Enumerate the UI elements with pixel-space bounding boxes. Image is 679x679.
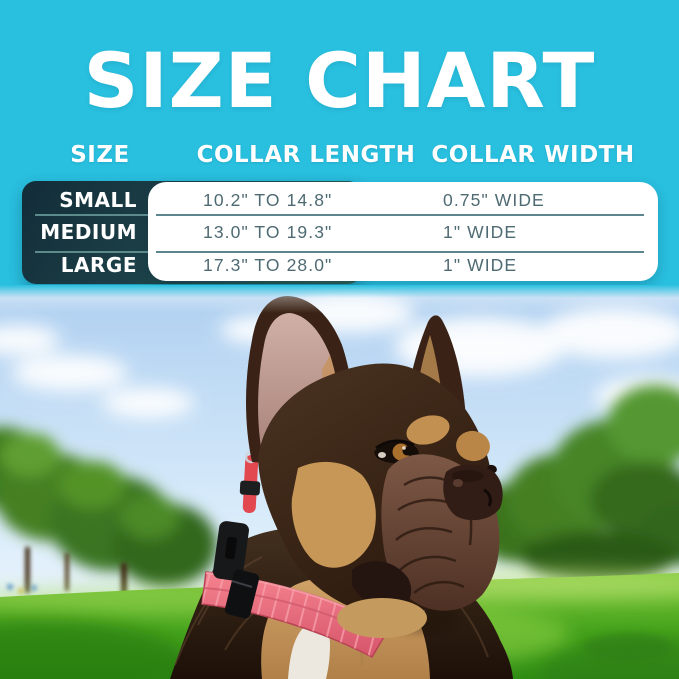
row-divider: [35, 214, 148, 216]
cheek-tan-patch: [291, 461, 376, 568]
tree-trunks: [25, 547, 127, 607]
large-collar-length: 17.3" TO 28.0": [203, 254, 333, 275]
small-collar-width: 0.75" WIDE: [443, 189, 545, 210]
dog-head: [246, 296, 503, 638]
medium-collar-length: 13.0" TO 19.3": [203, 221, 333, 242]
brow-tan-spot-right: [456, 430, 490, 462]
column-header-collar-width: COLLAR WIDTH: [431, 142, 635, 168]
column-header-size: SIZE: [70, 142, 130, 168]
mouth: [352, 561, 412, 611]
row-divider: [35, 251, 148, 253]
page-title: SIZE CHART: [83, 36, 596, 125]
dog-photo: [0, 285, 679, 679]
nose: [443, 464, 503, 521]
dog: [170, 296, 513, 679]
table-row-large-label: LARGE: [60, 253, 137, 277]
table-row-small-label: SMALL: [59, 188, 137, 212]
small-collar-length: 10.2" TO 14.8": [203, 189, 333, 210]
brow-tan-spot-left: [406, 415, 450, 445]
row-divider: [156, 214, 644, 216]
chin-tan: [337, 598, 427, 638]
collar-buckle: [213, 521, 260, 619]
table-row-medium-label: MEDIUM: [40, 220, 137, 244]
row-divider: [156, 251, 644, 253]
trees-right: [472, 385, 679, 583]
large-collar-width: 1" WIDE: [443, 254, 518, 275]
size-chart-table: SMALL MEDIUM LARGE 10.2" TO 14.8" 13.0" …: [22, 181, 660, 285]
chest-white-blaze: [288, 621, 330, 679]
column-header-collar-length: COLLAR LENGTH: [196, 142, 416, 168]
collar-red-strap: [239, 450, 261, 514]
medium-collar-width: 1" WIDE: [443, 221, 518, 242]
values-panel: [148, 182, 658, 281]
photo-top-cyan-fade: [0, 285, 679, 298]
trees-left: [0, 427, 217, 587]
